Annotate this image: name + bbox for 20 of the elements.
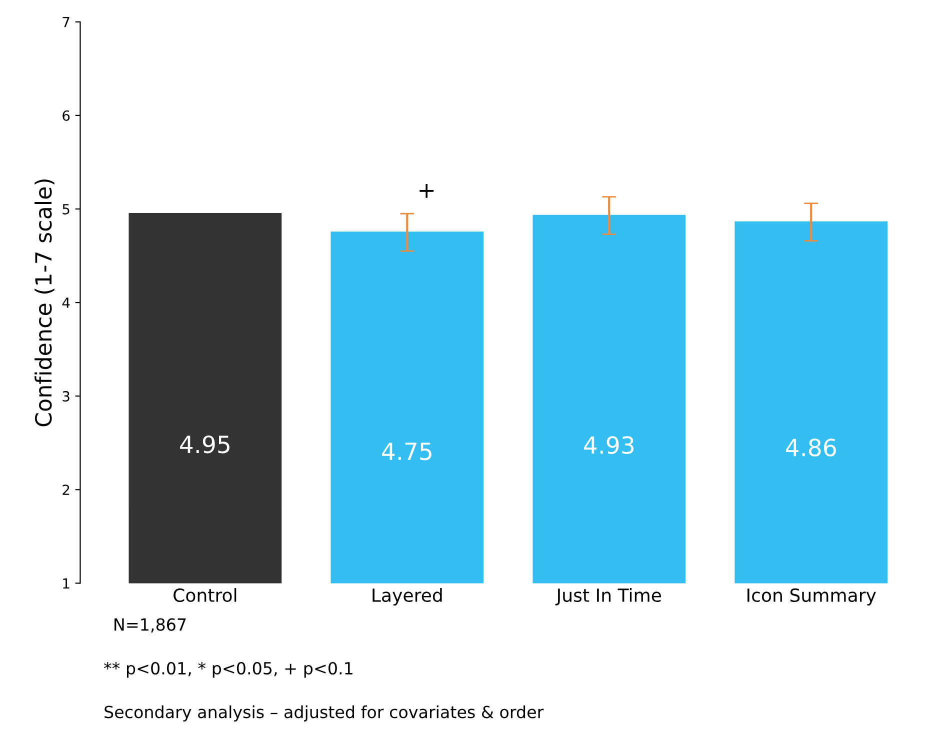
data-label: 4.93 [584, 436, 634, 454]
text: N=1,867 [114, 618, 186, 633]
y-tick-label: 6 [62, 110, 70, 121]
text: Secondary analysis – adjusted for covariates & order [104, 705, 544, 722]
y-axis-title: Confidence (1-7 scale) [34, 179, 54, 426]
data-label: 4.95 [180, 435, 230, 454]
y-tick-label: 2 [62, 484, 70, 495]
y-tick-label: 4 [62, 298, 70, 308]
annotation: + [420, 184, 434, 198]
x-tick-label: Just In Time [555, 588, 662, 606]
x-tick-label: Icon Summary [748, 588, 876, 606]
data-label: 4.75 [382, 442, 432, 460]
y-tick-label: 5 [62, 204, 70, 214]
data-label: 4.86 [786, 438, 836, 456]
y-tick-label: 3 [62, 391, 70, 402]
y-tick-label: 7 [62, 17, 70, 28]
y-tick-label: 1 [63, 578, 70, 588]
x-tick-label: Layered [372, 588, 442, 606]
text: ** p<0.01, * p<0.05, + p<0.1 [104, 662, 352, 678]
x-tick-label: Control [174, 588, 236, 602]
